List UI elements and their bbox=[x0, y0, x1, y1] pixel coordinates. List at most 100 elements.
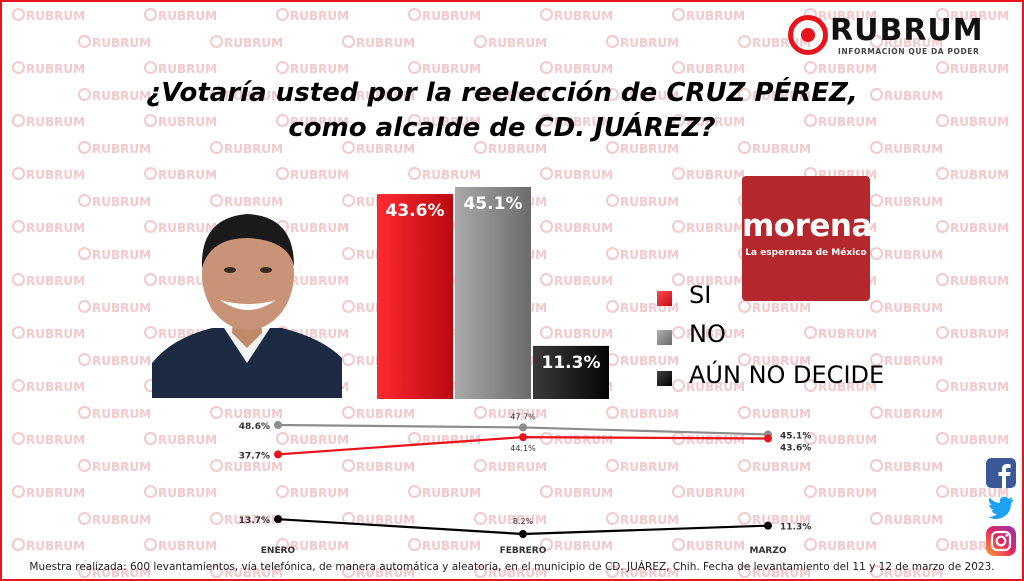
watermark-label: RUBRUM bbox=[12, 61, 85, 76]
watermark-label: RUBRUM bbox=[804, 432, 877, 447]
watermark-logo-icon bbox=[12, 326, 25, 339]
watermark-logo-icon bbox=[606, 458, 619, 472]
watermark-label: RUBRUM bbox=[12, 432, 85, 447]
watermark-label: RUBRUM bbox=[606, 246, 679, 262]
watermark-label: RUBRUM bbox=[738, 87, 812, 103]
watermark-text: RUBRUM bbox=[224, 512, 284, 527]
watermark-label: RUBRUM bbox=[540, 538, 613, 553]
watermark-text: RUBRUM bbox=[620, 459, 680, 474]
watermark-text: RUBRUM bbox=[158, 539, 218, 553]
watermark-logo-icon bbox=[936, 273, 949, 286]
watermark-logo-icon bbox=[474, 511, 487, 525]
watermark-label: RUBRUM bbox=[408, 8, 481, 23]
watermark-text: RUBRUM bbox=[620, 353, 680, 368]
watermark-text: RUBRUM bbox=[92, 406, 152, 421]
watermark-text: RUBRUM bbox=[290, 539, 350, 553]
watermark-label: RUBRUM bbox=[540, 61, 613, 76]
watermark-text: RUBRUM bbox=[488, 565, 548, 580]
watermark-logo-icon bbox=[474, 458, 487, 472]
watermark-logo-icon bbox=[12, 167, 25, 180]
watermark-label: RUBRUM bbox=[738, 140, 811, 156]
watermark-logo-icon bbox=[870, 405, 883, 419]
watermark-text: RUBRUM bbox=[26, 486, 86, 500]
watermark-text: RUBRUM bbox=[554, 486, 614, 500]
watermark-logo-icon bbox=[804, 432, 817, 445]
watermark-label: RUBRUM bbox=[408, 114, 481, 129]
watermark-text: RUBRUM bbox=[290, 9, 350, 23]
watermark-logo-icon bbox=[144, 114, 157, 127]
watermark-label: RUBRUM bbox=[144, 220, 217, 235]
watermark-logo-icon bbox=[870, 299, 883, 313]
watermark-text: RUBRUM bbox=[950, 486, 1010, 500]
watermark-label: RUBRUM bbox=[276, 485, 349, 500]
data-point bbox=[274, 515, 282, 524]
watermark-text: RUBRUM bbox=[686, 62, 746, 76]
watermark-label: RUBRUM bbox=[342, 564, 415, 579]
watermark-text: RUBRUM bbox=[26, 115, 86, 129]
data-label: 43.6% bbox=[780, 443, 811, 453]
watermark-label: RUBRUM bbox=[540, 114, 613, 129]
watermark-logo-icon bbox=[804, 61, 817, 74]
watermark-label: RUBRUM bbox=[804, 379, 877, 394]
watermark-logo-icon bbox=[738, 87, 751, 101]
watermark-label: RUBRUM bbox=[342, 140, 415, 156]
watermark-logo-icon bbox=[804, 114, 817, 127]
watermark-logo-icon bbox=[540, 114, 553, 127]
watermark-label: RUBRUM bbox=[210, 511, 284, 527]
watermark-logo-icon bbox=[144, 326, 157, 339]
watermark-label: RUBRUM bbox=[936, 326, 1009, 341]
watermark-logo-icon bbox=[78, 511, 91, 525]
watermark-label: RUBRUM bbox=[210, 87, 283, 103]
party-tagline: La esperanza de México bbox=[745, 248, 867, 258]
watermark-logo-icon bbox=[144, 273, 157, 286]
watermark-logo-icon bbox=[342, 87, 355, 101]
watermark-logo-icon bbox=[870, 193, 883, 207]
watermark-label: RUBRUM bbox=[936, 273, 1009, 288]
facebook-icon[interactable] bbox=[986, 458, 1016, 488]
watermark-label: RUBRUM bbox=[276, 8, 349, 23]
instagram-icon[interactable] bbox=[986, 526, 1016, 556]
watermark-text: RUBRUM bbox=[884, 194, 944, 209]
watermark-logo-icon bbox=[276, 61, 289, 74]
watermark-logo-icon bbox=[144, 61, 157, 74]
watermark-logo-icon bbox=[144, 538, 157, 551]
watermark-label: RUBRUM bbox=[606, 34, 679, 50]
watermark-logo-icon bbox=[606, 193, 619, 207]
bar-value-label: 45.1% bbox=[464, 194, 523, 214]
watermark-label: RUBRUM bbox=[540, 326, 613, 341]
watermark-text: RUBRUM bbox=[884, 141, 944, 156]
watermark-logo-icon bbox=[870, 511, 883, 525]
watermark-label: RUBRUM bbox=[210, 564, 283, 579]
watermark-label: RUBRUM bbox=[672, 273, 745, 288]
watermark-logo-icon bbox=[276, 538, 289, 551]
watermark-label: RUBRUM bbox=[474, 564, 548, 580]
watermark-label: RUBRUM bbox=[210, 458, 283, 474]
watermark-text: RUBRUM bbox=[950, 62, 1010, 76]
watermark-text: RUBRUM bbox=[752, 406, 812, 421]
watermark-label: RUBRUM bbox=[672, 61, 745, 76]
watermark-logo-icon bbox=[606, 299, 619, 313]
watermark-label: RUBRUM bbox=[78, 87, 151, 103]
watermark-text: RUBRUM bbox=[950, 327, 1010, 341]
watermark-text: RUBRUM bbox=[752, 88, 812, 103]
watermark-text: RUBRUM bbox=[884, 353, 944, 368]
watermark-logo-icon bbox=[210, 34, 223, 48]
watermark-logo-icon bbox=[342, 193, 355, 207]
watermark-logo-icon bbox=[408, 61, 421, 74]
watermark-label: RUBRUM bbox=[474, 140, 547, 156]
watermark-logo-icon bbox=[474, 405, 487, 419]
watermark-text: RUBRUM bbox=[554, 9, 614, 23]
watermark-logo-icon bbox=[408, 485, 421, 498]
watermark-text: RUBRUM bbox=[950, 9, 1010, 23]
watermark-logo-icon bbox=[606, 87, 619, 101]
watermark-text: RUBRUM bbox=[554, 539, 614, 553]
twitter-icon[interactable] bbox=[986, 492, 1016, 522]
watermark-label: RUBRUM bbox=[144, 8, 217, 23]
data-label: 8.2% bbox=[513, 517, 534, 526]
watermark-label: RUBRUM bbox=[672, 326, 745, 341]
watermark-logo-icon bbox=[606, 140, 619, 154]
watermark-logo-icon bbox=[78, 140, 91, 154]
watermark-label: RUBRUM bbox=[342, 458, 415, 474]
watermark-text: RUBRUM bbox=[92, 141, 152, 156]
watermark-text: RUBRUM bbox=[686, 380, 746, 394]
